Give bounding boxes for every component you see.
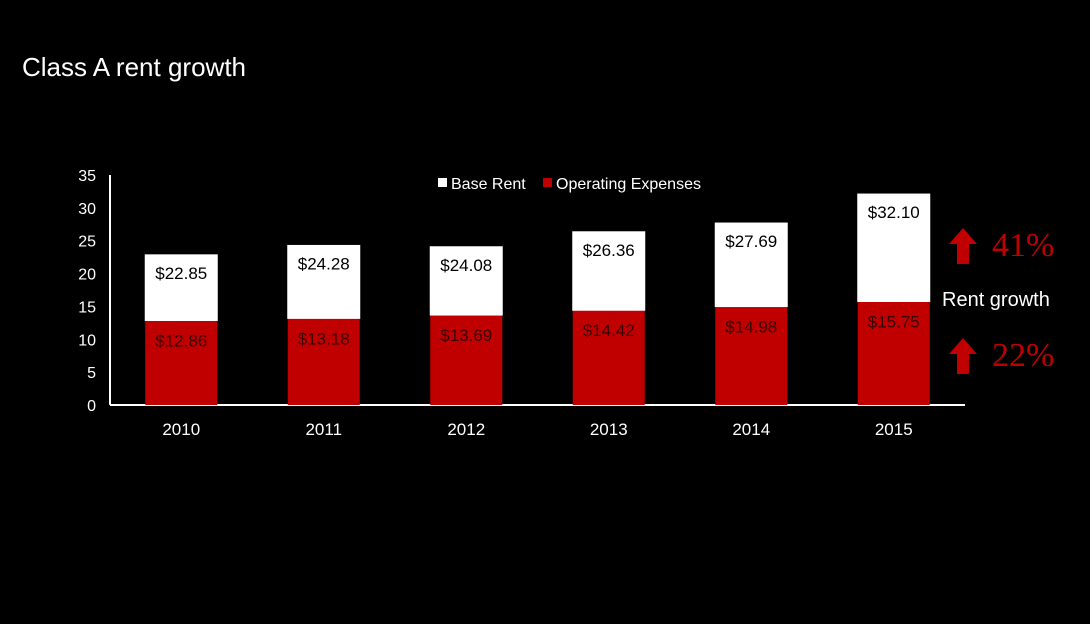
operating-expenses-bar — [857, 301, 930, 405]
y-tick-label: 5 — [87, 365, 96, 382]
x-tick-label: 2011 — [305, 420, 342, 439]
y-tick-label: 15 — [78, 299, 96, 316]
base-rent-data-label: $32.10 — [868, 203, 920, 222]
operating-expenses-bar — [287, 318, 360, 405]
operating-expenses-data-label: $12.86 — [155, 331, 207, 350]
base-rent-bar — [714, 222, 788, 308]
x-tick-label: 2014 — [732, 420, 770, 439]
base-rent-data-label: $24.08 — [440, 256, 492, 275]
x-tick-label: 2010 — [162, 420, 200, 439]
legend-label: Base Rent — [451, 176, 526, 193]
base-rent-data-label: $26.36 — [583, 241, 635, 260]
base-rent-bar — [144, 254, 218, 321]
y-tick-label: 35 — [78, 168, 96, 185]
operating-expenses-bar — [715, 306, 788, 405]
page-title: Class A rent growth — [22, 52, 246, 82]
base-rent-growth: 41% — [948, 226, 1054, 266]
base-rent-bar — [429, 246, 503, 316]
operating-expenses-data-label: $14.98 — [725, 318, 777, 337]
x-tick-label: 2012 — [447, 420, 485, 439]
x-tick-label: 2013 — [590, 420, 628, 439]
rent-growth-panel: 41% Rent growth 22% — [940, 220, 1080, 390]
legend-swatch — [543, 178, 552, 187]
operating-expenses-data-label: $13.18 — [298, 329, 350, 348]
base-rent-data-label: $27.69 — [725, 232, 777, 251]
up-arrow-icon — [949, 228, 977, 264]
x-tick-label: 2015 — [875, 420, 913, 439]
operating-expenses-bar — [145, 320, 218, 405]
operating-expenses-bar — [572, 310, 645, 405]
base-rent-bar — [857, 193, 931, 302]
y-tick-label: 30 — [78, 201, 96, 218]
base-rent-bar — [287, 244, 361, 319]
operating-expenses-data-label: $14.42 — [583, 321, 635, 340]
operating-expenses-bar — [430, 315, 503, 405]
base-rent-data-label: $22.85 — [155, 264, 207, 283]
base-rent-bar — [572, 231, 646, 311]
y-tick-label: 0 — [87, 398, 96, 415]
y-tick-label: 25 — [78, 234, 96, 251]
up-arrow-icon — [949, 338, 977, 374]
operating-expenses-growth-value: 22% — [992, 337, 1055, 374]
legend-label: Operating Expenses — [556, 176, 701, 193]
rent-growth-label: Rent growth — [942, 289, 1050, 311]
legend-swatch — [438, 178, 447, 187]
operating-expenses-data-label: $13.69 — [440, 326, 492, 345]
operating-expenses-growth: 22% — [948, 336, 1054, 376]
base-rent-growth-value: 41% — [992, 227, 1055, 264]
y-tick-label: 20 — [78, 267, 96, 284]
y-tick-label: 10 — [78, 332, 96, 349]
operating-expenses-data-label: $15.75 — [868, 313, 920, 332]
base-rent-data-label: $24.28 — [298, 254, 350, 273]
